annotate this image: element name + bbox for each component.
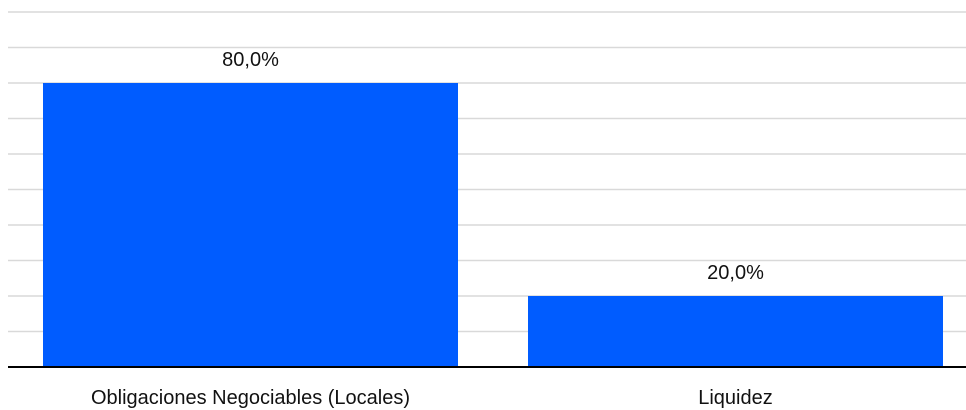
x-tick-label-0: Obligaciones Negociables (Locales): [91, 387, 410, 409]
data-label-1: 20,0%: [707, 262, 764, 284]
x-axis-tick-labels: Obligaciones Negociables (Locales) Liquid…: [91, 387, 773, 409]
bar-0: [43, 83, 458, 367]
bar-1: [528, 296, 943, 367]
x-tick-label-1: Liquidez: [698, 387, 773, 409]
data-labels: 80,0% 20,0%: [222, 49, 764, 284]
data-label-0: 80,0%: [222, 49, 279, 71]
bars: [43, 83, 943, 367]
